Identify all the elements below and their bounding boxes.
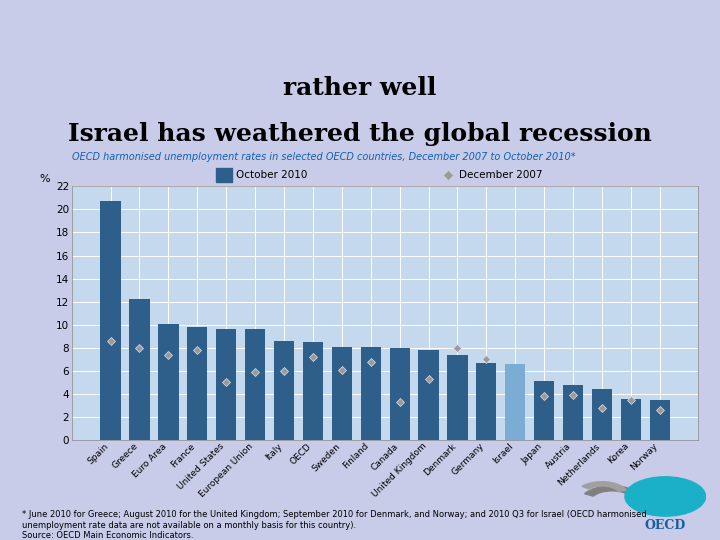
Bar (332, 347, 352, 440)
Text: October 2010: October 2010 (236, 170, 307, 180)
Bar (390, 348, 410, 440)
Bar (534, 381, 554, 440)
Text: Israel has weathered the global recession: Israel has weathered the global recessio… (68, 122, 652, 146)
Text: %: % (40, 173, 50, 184)
Bar (447, 355, 467, 440)
Bar (245, 329, 265, 440)
Text: OECD: OECD (644, 518, 686, 531)
Bar (563, 384, 583, 440)
Text: OECD harmonised unemployment rates in selected OECD countries, December 2007 to : OECD harmonised unemployment rates in se… (72, 152, 575, 162)
Bar (592, 389, 612, 440)
Bar (130, 299, 150, 440)
Bar (303, 342, 323, 440)
Bar (158, 323, 179, 440)
Bar (216, 168, 232, 182)
Text: * June 2010 for Greece; August 2010 for the United Kingdom; September 2010 for D: * June 2010 for Greece; August 2010 for … (22, 510, 647, 540)
Bar (187, 327, 207, 440)
Circle shape (625, 477, 706, 516)
Bar (505, 364, 526, 440)
Bar (418, 350, 438, 440)
Wedge shape (582, 482, 626, 491)
Bar (101, 201, 121, 440)
Bar (621, 399, 641, 440)
Bar (361, 347, 381, 440)
Bar (216, 329, 236, 440)
Wedge shape (585, 486, 639, 496)
Bar (274, 341, 294, 440)
Bar (649, 400, 670, 440)
Text: rather well: rather well (283, 76, 437, 100)
Text: December 2007: December 2007 (459, 170, 543, 180)
Bar (476, 363, 497, 440)
